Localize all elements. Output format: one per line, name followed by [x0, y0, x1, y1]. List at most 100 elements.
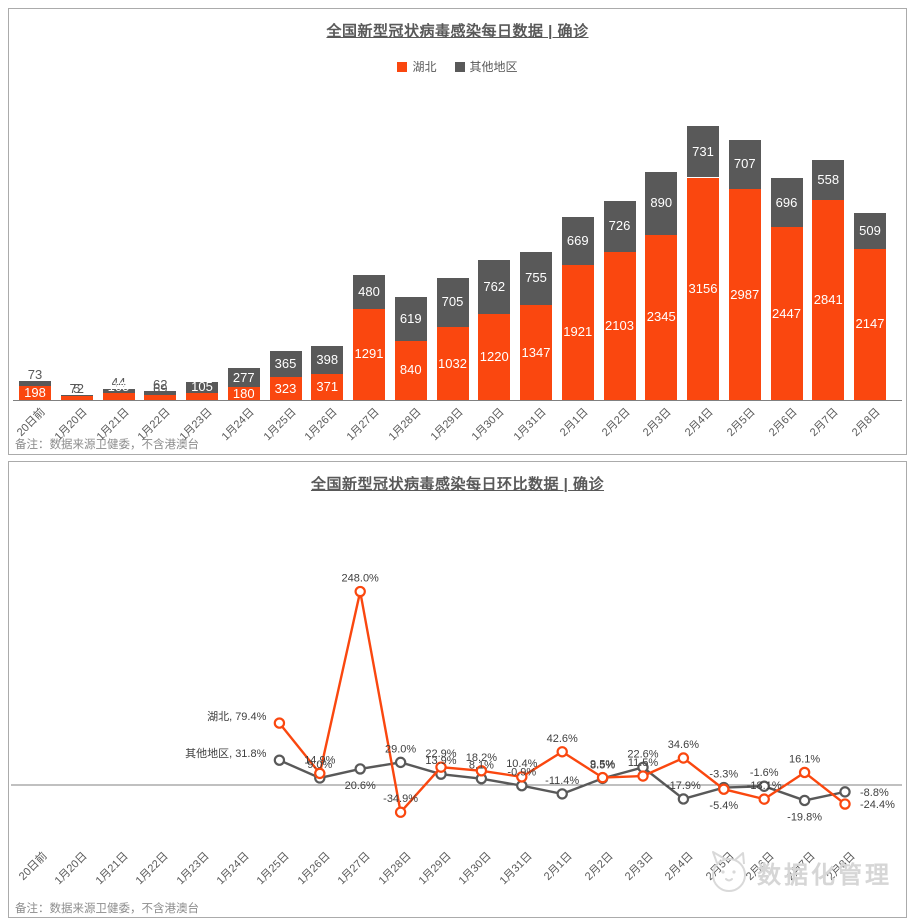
- legend-item-hubei: 湖北: [397, 58, 437, 75]
- bar-value-label: 1291: [354, 346, 384, 362]
- bar-value-label: 62: [153, 376, 168, 392]
- bar-segment-hubei: [478, 313, 511, 400]
- bar-value-label: 69: [153, 381, 168, 397]
- data-label: 22.9%: [425, 748, 456, 760]
- bar-segment-others: [102, 389, 135, 393]
- bar-segment-hubei: [60, 394, 93, 400]
- bar-segment-hubei: [144, 395, 177, 400]
- data-label: -11.4%: [545, 775, 579, 787]
- bar-segment-others: [436, 277, 469, 328]
- bar-value-label: 72: [69, 380, 84, 396]
- bar-value-label: 1032: [438, 355, 467, 371]
- bar-value-label: 2103: [605, 317, 634, 333]
- data-point: [354, 763, 366, 775]
- data-label: 18.2%: [466, 752, 497, 764]
- legend-swatch-others-icon: [454, 61, 465, 72]
- data-label: 9.0%: [307, 759, 332, 771]
- data-label: 20.6%: [345, 780, 376, 792]
- legend-item-others: 其他地区: [454, 58, 518, 75]
- data-label: -0.9%: [507, 767, 536, 779]
- data-point: [556, 788, 568, 800]
- bar-value-label: 840: [399, 362, 422, 378]
- bar-value-label: 2447: [772, 305, 801, 321]
- data-point: [758, 780, 770, 792]
- bar-segment-hubei: [436, 327, 469, 400]
- bar-value-label: 2147: [855, 316, 885, 332]
- bar-segment-hubei: [353, 308, 385, 400]
- bar-segment-others: [812, 160, 845, 200]
- data-point: [394, 756, 407, 769]
- bar-segment-hubei: [311, 373, 344, 400]
- bar-value-label: 154: [191, 367, 213, 383]
- data-point: [556, 746, 568, 758]
- bar-segment-hubei: [603, 251, 636, 400]
- data-label: -5.4%: [709, 800, 738, 812]
- data-point: [758, 793, 770, 805]
- data-point: [475, 765, 488, 777]
- data-label: 9.5%: [590, 759, 615, 771]
- bar-segment-hubei: [770, 227, 803, 400]
- data-label: -19.8%: [787, 811, 822, 823]
- bar-value-label: 2345: [646, 309, 676, 325]
- data-label: 22.6%: [627, 748, 658, 760]
- bar-segment-hubei: [728, 189, 761, 400]
- data-point: [596, 771, 609, 784]
- bar-segment-hubei: [812, 199, 845, 400]
- data-label: -24.4%: [860, 799, 895, 811]
- bar-segment-others: [687, 125, 719, 178]
- data-label: 10.4%: [506, 758, 537, 770]
- data-label: -1.6%: [750, 767, 779, 779]
- data-label: 其他地区, 31.8%: [185, 747, 267, 760]
- bar-value-label: 619: [399, 310, 422, 326]
- bar-segment-others: [770, 178, 803, 228]
- data-label: 11.5%: [628, 757, 659, 769]
- bar-segment-hubei: [687, 177, 719, 400]
- bar-segment-hubei: [19, 386, 51, 400]
- bar-segment-others: [269, 351, 302, 378]
- data-point: [435, 761, 447, 773]
- bar-value-label: 323: [274, 380, 297, 396]
- legend-label-others: 其他地区: [469, 60, 518, 74]
- bar-value-label: 44: [111, 375, 126, 391]
- bar-value-label: 1921: [563, 324, 593, 340]
- watermark: 数据化管理: [705, 848, 892, 896]
- daily-bar-chart-panel: 全国新型冠状病毒感染每日数据 | 确诊 湖北 其他地区 73 198 5 72 44 10…: [8, 8, 907, 455]
- legend-swatch-hubei-icon: [397, 61, 408, 72]
- data-label: 湖北, 79.4%: [207, 710, 267, 723]
- bar-value-label: 2841: [813, 291, 843, 307]
- bar-segment-others: [561, 217, 594, 265]
- daily-source-note: 备注：数据来源卫健委，不含港澳台: [15, 439, 199, 451]
- bar-value-label: 726: [608, 218, 631, 234]
- data-point: [839, 786, 851, 798]
- bar-value-label: 371: [316, 378, 339, 394]
- bar-value-label: 890: [650, 195, 673, 211]
- bar-value-label: 198: [24, 385, 46, 401]
- ratio-line-chart-panel: 全国新型冠状病毒感染每日环比数据 | 确诊 湖北, 79.4% 14.9% 248.…: [8, 461, 907, 918]
- bar-segment-hubei: [645, 234, 678, 400]
- bar-value-label: 277: [232, 369, 255, 385]
- bar-value-label: 762: [483, 279, 506, 295]
- bar-value-label: 2987: [730, 286, 760, 302]
- data-point: [718, 783, 730, 795]
- bar-segment-hubei: [269, 377, 302, 400]
- bar-segment-others: [227, 367, 260, 388]
- bar-value-label: 755: [525, 270, 547, 286]
- bar-value-label: 180: [232, 385, 255, 401]
- data-label: 16.1%: [789, 753, 820, 765]
- data-point: [677, 793, 690, 805]
- data-point: [839, 798, 851, 810]
- data-label: 13.9%: [425, 755, 456, 767]
- daily-x-axis-line: [13, 400, 902, 401]
- data-label: 29.0%: [385, 743, 416, 755]
- chart-legend: 湖北 其他地区: [9, 58, 906, 75]
- data-point: [394, 806, 407, 818]
- bar-value-label: 105: [191, 378, 213, 394]
- data-label: 34.6%: [668, 739, 699, 751]
- bar-segment-hubei: [520, 305, 552, 400]
- bar-segment-others: [645, 171, 678, 235]
- bar-value-label: 1347: [521, 344, 551, 360]
- bar-value-label: 73: [27, 366, 43, 382]
- logo-doodle-icon: [712, 851, 746, 892]
- data-label: 8.5%: [590, 759, 615, 771]
- data-point: [677, 752, 690, 764]
